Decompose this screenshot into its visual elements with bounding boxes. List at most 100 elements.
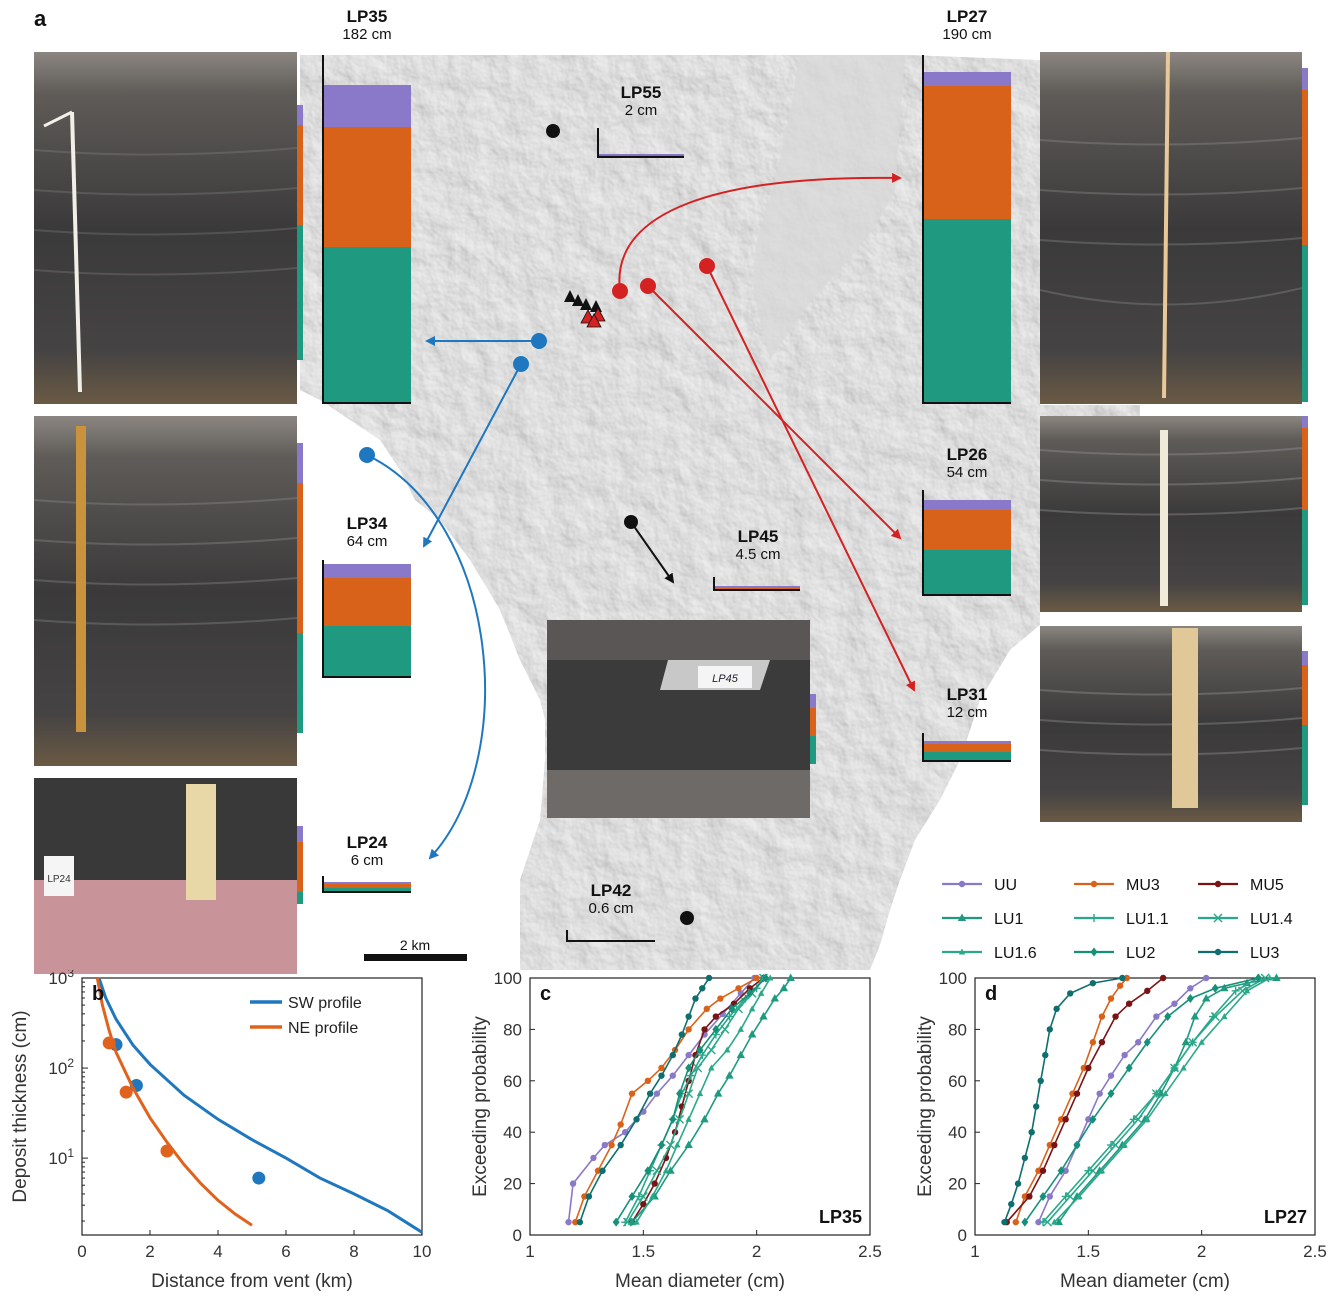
panel-letter-c: c [540,983,551,1005]
data-point [1062,1116,1069,1123]
site-thickness: 12 cm [946,704,988,721]
data-point [1001,1218,1008,1226]
x-tick-label: 2 [145,1242,154,1261]
data-point [685,1026,692,1033]
data-point [1181,1037,1190,1046]
data-point [1243,987,1251,994]
data-point [1067,990,1074,997]
data-point [678,1031,686,1038]
data-point [1057,1116,1065,1123]
data-point [703,1005,710,1013]
data-point [1033,1103,1040,1110]
data-point [608,1141,615,1149]
data-point [1085,1064,1092,1072]
photo-lp27 [1039,51,1308,404]
data-point [612,1217,620,1227]
data-point [628,1191,636,1201]
data-point [640,1200,647,1208]
legend-label: MU3 [1126,877,1160,894]
x-tick-label: 0 [77,1242,86,1261]
data-point [708,1064,715,1071]
data-point [1162,1090,1169,1097]
column-lp42 [566,930,655,942]
legend-label: LU3 [1250,945,1279,962]
site-thickness: 4.5 cm [735,546,781,563]
data-point [674,1141,681,1148]
data-point [1089,1114,1097,1124]
x-b [638,1191,648,1201]
y-tick-label: 80 [503,1020,522,1039]
legend-label: NE profile [288,1020,358,1037]
y-tick-label: 20 [503,1175,522,1194]
x-b [1111,1140,1121,1150]
x-tick-label: 10 [413,1242,432,1261]
data-point [669,1072,676,1079]
x-tick-label: 2 [1197,1242,1206,1261]
y-tick-label: 40 [948,1123,967,1142]
x-b [675,1114,685,1124]
data-point [1057,1166,1065,1176]
legend-marker [957,913,967,921]
data-point [770,994,779,1002]
data-point [676,1089,684,1099]
data-point [662,1167,670,1174]
data-point [736,1050,745,1059]
data-point [1051,1141,1058,1149]
data-point [644,1166,652,1176]
data-point [1220,983,1229,992]
x-tick-label: 1 [970,1242,979,1261]
data-point [1144,987,1151,995]
data-point [1125,1000,1133,1007]
x-b [706,1045,716,1055]
column-lp55 [597,128,684,158]
data-point [1125,1063,1133,1073]
data-point [1121,1141,1128,1148]
legend-marker [958,948,966,955]
y-tick-label: 0 [958,1226,967,1245]
site-name: LP42 [590,881,632,900]
x-tick-label: 8 [349,1242,358,1261]
data-point [1042,1051,1049,1059]
y-tick-label: 40 [503,1123,522,1142]
x-b [1260,973,1270,983]
data-point [786,973,795,981]
vent-markers [564,290,606,328]
data-point [622,1217,632,1227]
data-point [705,974,713,982]
data-point [712,1013,720,1020]
data-point [1123,974,1131,982]
site-dot-lp26 [640,278,656,294]
data-point [666,1140,676,1150]
chart-b: 0 2 4 6 8 10 101 102 103 SW profile NE profile b Dis… [10,970,431,1292]
series-lu1 [627,973,795,1226]
data-point [1231,986,1240,995]
column-lp31 [922,733,1011,762]
data-point [1046,1026,1054,1033]
escarpment [753,55,905,360]
label-lp42: LP42 0.6 cm [566,882,656,918]
x-b [1188,1037,1198,1047]
data-point [1026,1193,1033,1200]
x-b [1088,1166,1098,1176]
data-point [569,1180,577,1187]
data-point [1051,1218,1058,1225]
x-b [1151,1089,1161,1099]
legend-label: UU [994,877,1017,894]
data-point [633,1218,640,1225]
x-b [1213,913,1223,923]
y-tick-label: 80 [948,1020,967,1039]
x-b [1133,1114,1143,1124]
site-name: LP35 [346,7,388,26]
data-point [565,1218,572,1226]
label-lp34: LP34 64 cm [323,515,411,551]
data-point [1169,1063,1179,1073]
x-b [720,1024,730,1034]
data-point [1061,1192,1070,1201]
data-point [1085,1116,1092,1123]
y-tick-label: 0 [513,1226,522,1245]
photo-lp34 [33,416,303,766]
legend-item-LU1: LU1 [942,911,1023,928]
data-point [1039,1191,1047,1201]
data-point [1089,1039,1097,1046]
panel-a: LP24 [33,6,1308,974]
